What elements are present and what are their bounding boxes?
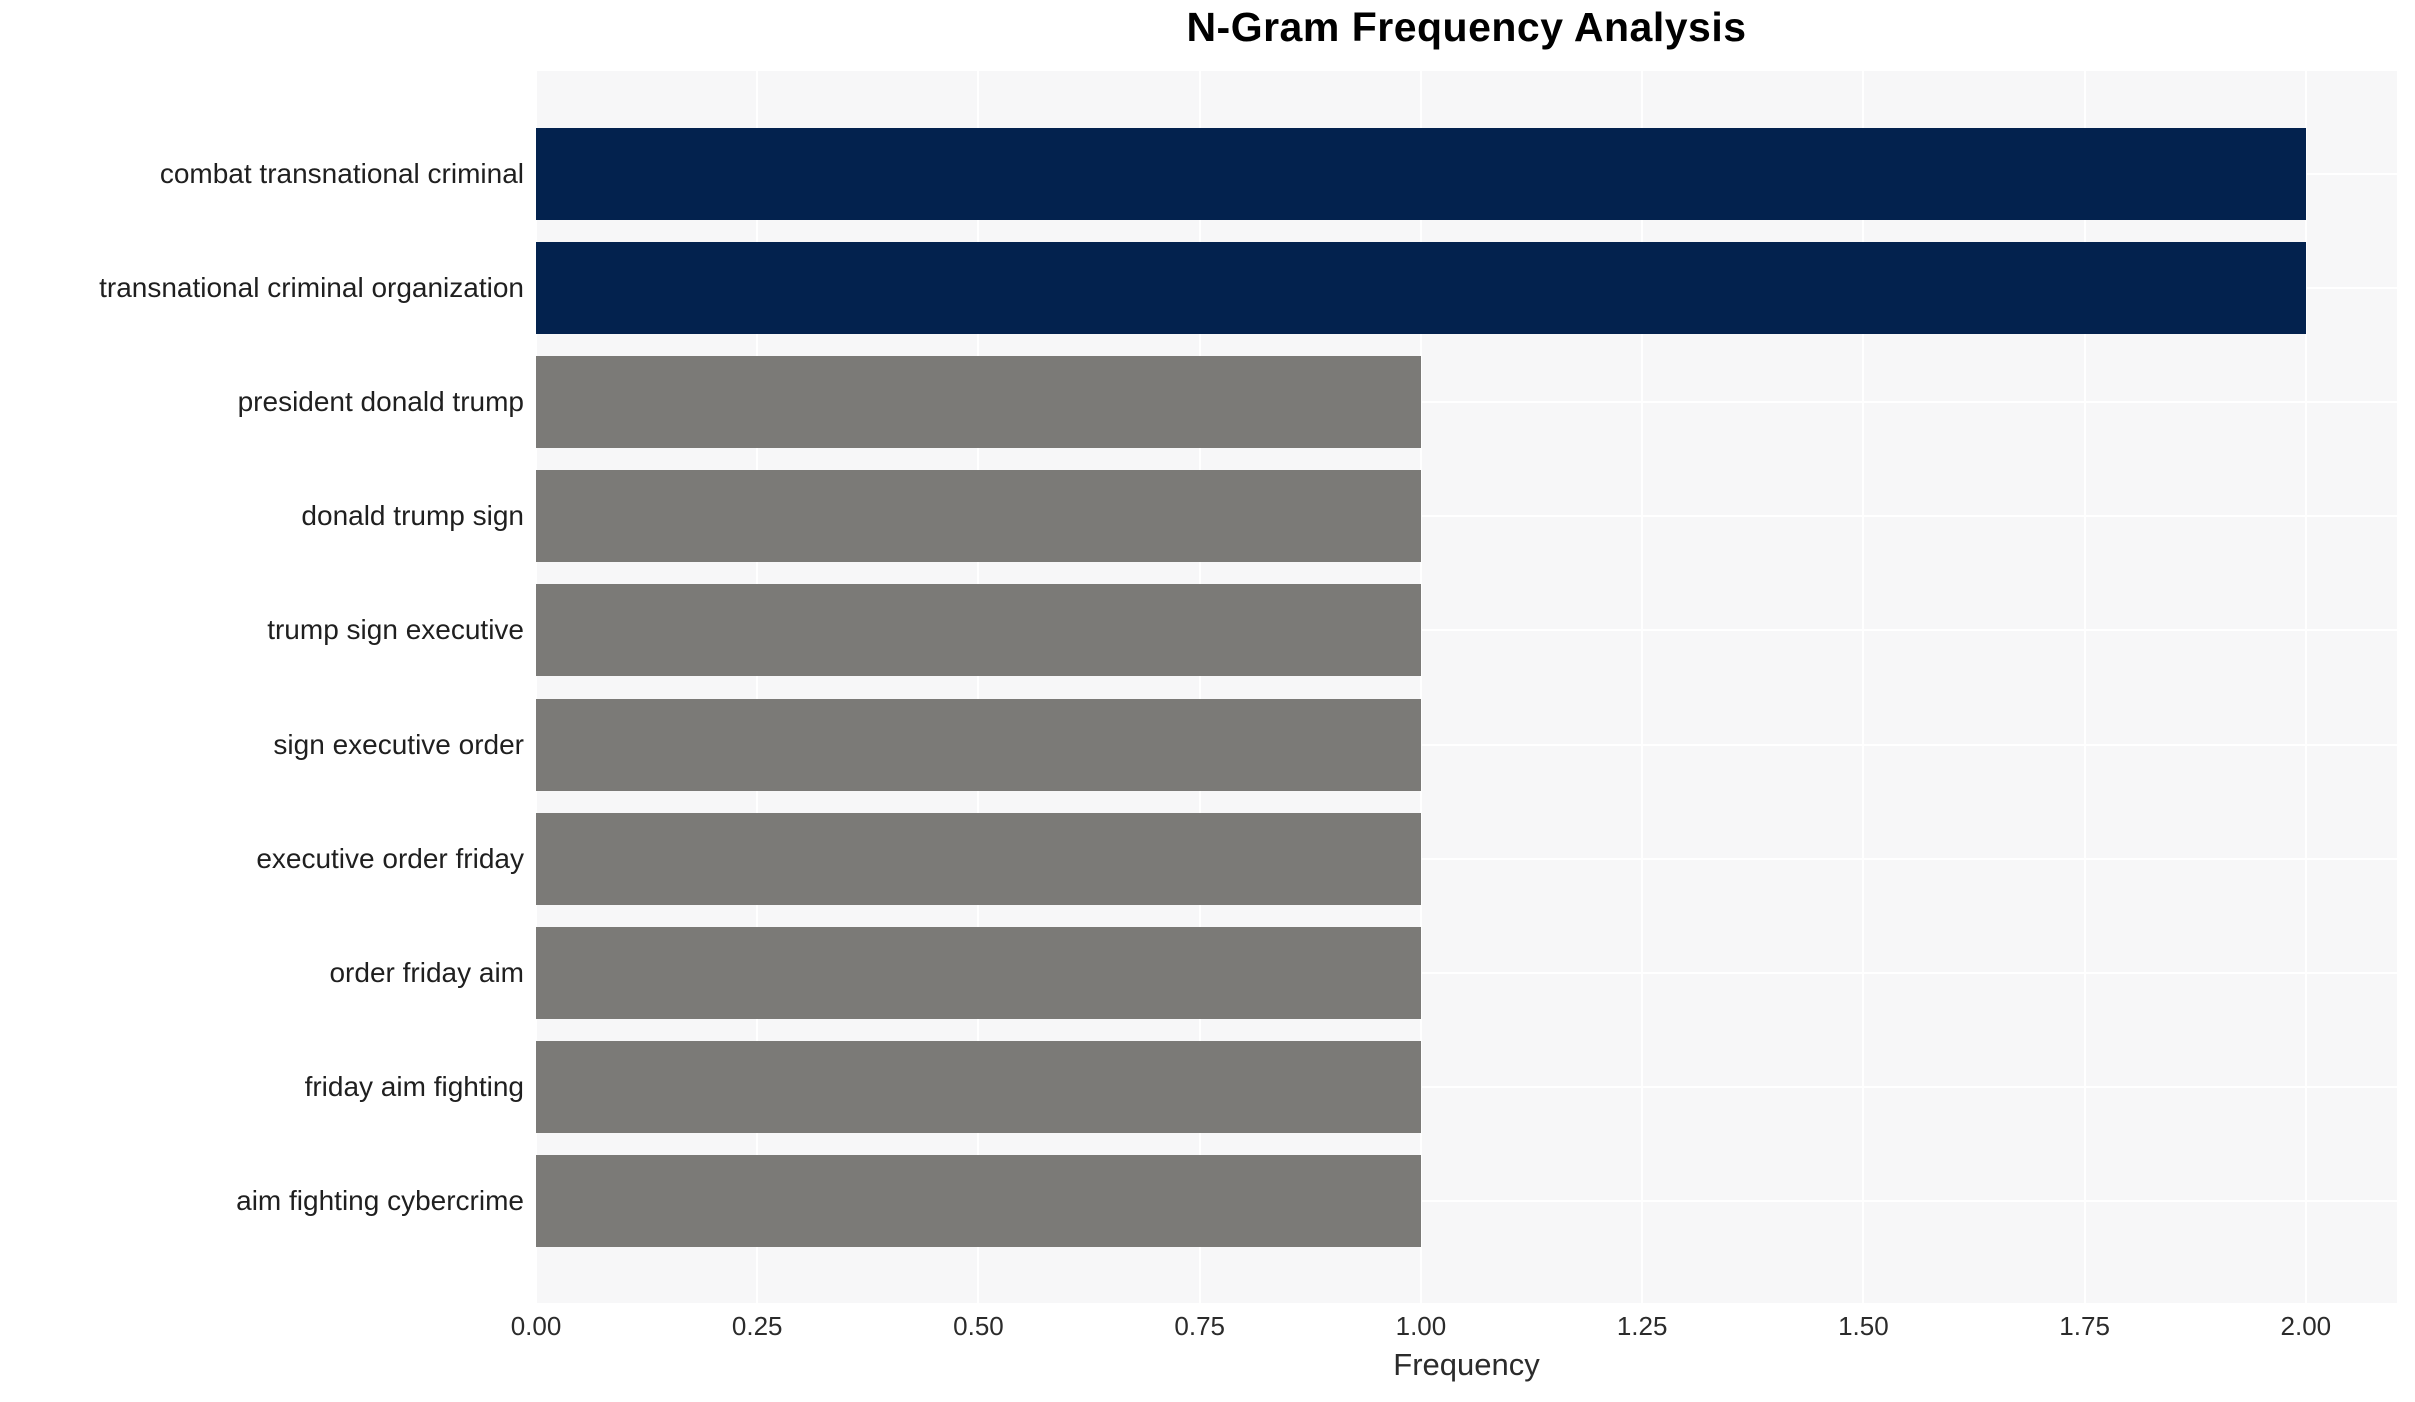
bar-6 [536,698,1421,791]
y-tick-label: executive order friday [256,842,524,874]
y-tick-label: combat transnational criminal [159,158,524,189]
bar-3 [536,356,1421,449]
y-tick-label: president donald trump [237,386,524,418]
y-tick-label: transnational criminal organization [99,272,524,304]
x-tick-label: 0.25 [731,1311,783,1341]
v-gridline [1198,71,1201,1303]
y-tick-label: order friday aim [329,956,524,988]
v-gridline [1641,71,1644,1303]
x-tick-label: 2.00 [2280,1311,2332,1341]
x-tick-label: 1.25 [1616,1311,1668,1341]
h-gridline [536,1085,2397,1088]
v-gridline [756,71,759,1303]
bar-5 [536,584,1421,677]
x-tick-label: 0.00 [510,1311,562,1341]
chart-title: N-Gram Frequency Analysis [1186,4,1747,50]
bar-1 [536,128,2306,220]
x-tick-label: 0.75 [1174,1311,1225,1341]
y-tick-label: aim fighting cybercrime [236,1184,524,1216]
h-gridline [536,971,2397,974]
h-gridline [536,743,2397,746]
y-tick-label: friday aim fighting [304,1070,524,1102]
v-gridline [2083,71,2086,1303]
v-gridline [1419,71,1422,1303]
v-gridline [1862,71,1865,1303]
bar-8 [536,926,1421,1019]
x-tick-label: 1.50 [1838,1311,1889,1341]
x-tick-label: 1.75 [2059,1311,2110,1341]
v-gridline [977,71,980,1303]
bar-2 [536,242,2306,335]
h-gridline [536,1199,2397,1202]
bar-9 [536,1040,1421,1133]
h-gridline [536,629,2397,632]
x-tick-label: 0.50 [953,1311,1004,1341]
bar-4 [536,470,1421,563]
x-tick-label: 1.00 [1395,1311,1447,1341]
plot-area [535,71,2397,1303]
h-gridline [536,857,2397,860]
bar-10 [536,1154,1421,1247]
y-tick-label: donald trump sign [301,500,524,532]
h-gridline [536,515,2397,518]
v-gridline [535,71,537,1303]
x-axis-title: Frequency [1393,1347,1540,1382]
v-gridline [2304,71,2307,1303]
bar-7 [536,812,1421,905]
y-tick-label: trump sign executive [267,614,524,646]
h-gridline [536,401,2397,404]
y-tick-label: sign executive order [273,728,524,760]
